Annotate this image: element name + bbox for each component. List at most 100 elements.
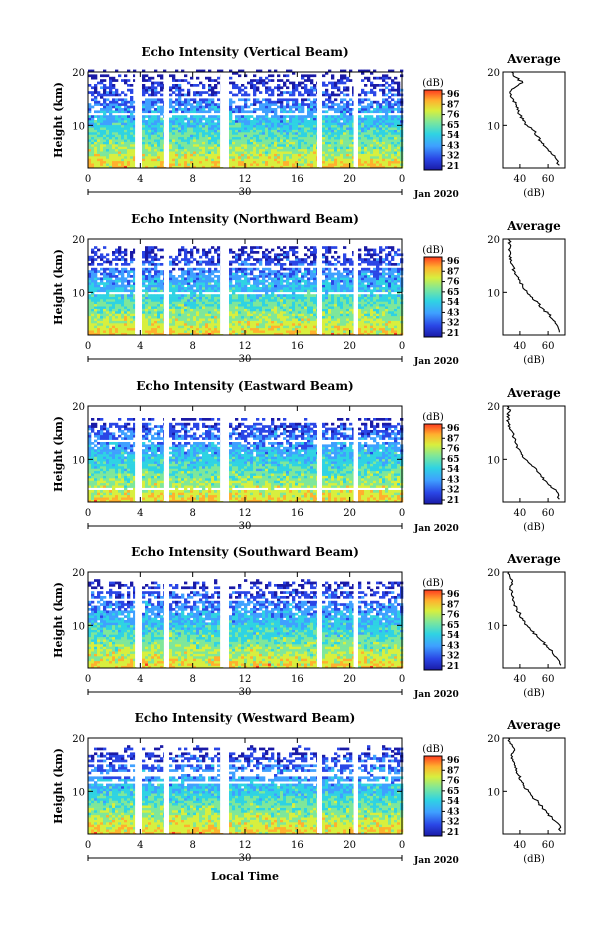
- heatmap-cell: [202, 323, 206, 326]
- heatmap-cell: [301, 81, 305, 85]
- heatmap-cell: [286, 98, 290, 102]
- heatmap-cell: [160, 318, 164, 321]
- heatmap-cell: [115, 296, 119, 300]
- heatmap-cell: [148, 151, 152, 154]
- heatmap-cell: [193, 299, 197, 302]
- heatmap-cell: [280, 301, 284, 305]
- heatmap-cell: [247, 115, 251, 118]
- heatmap-cell: [361, 306, 365, 309]
- heatmap-cell: [325, 141, 329, 145]
- heatmap-cell: [307, 330, 311, 333]
- heatmap-cell: [256, 165, 260, 169]
- heatmap-cell: [313, 313, 317, 317]
- heatmap-cell: [211, 79, 215, 82]
- heatmap-cell: [202, 91, 206, 94]
- heatmap-cell: [169, 132, 173, 135]
- heatmap-cell: [211, 156, 215, 159]
- heatmap-cell: [268, 320, 272, 324]
- heatmap-cell: [190, 296, 194, 300]
- heatmap-cell: [328, 108, 332, 111]
- heatmap-cell: [178, 88, 182, 92]
- heatmap-cell: [172, 74, 176, 78]
- heatmap-cell: [307, 136, 311, 140]
- heatmap-cell: [115, 289, 119, 293]
- heatmap-cell: [301, 325, 305, 329]
- heatmap-cell: [178, 160, 182, 164]
- heatmap-cell: [313, 320, 317, 324]
- heatmap-cell: [100, 330, 104, 333]
- heatmap-cell: [157, 115, 161, 118]
- heatmap-cell: [154, 110, 158, 114]
- heatmap-cell: [154, 294, 158, 297]
- heatmap-cell: [268, 311, 272, 314]
- heatmap-cell: [274, 325, 278, 329]
- heatmap-cell: [88, 318, 92, 321]
- heatmap-cell: [283, 115, 287, 118]
- heatmap-cell: [214, 153, 218, 157]
- heatmap-cell: [349, 112, 353, 116]
- heatmap-cell: [256, 289, 260, 293]
- heatmap-cell: [148, 294, 152, 297]
- heatmap-cell: [121, 318, 125, 321]
- heatmap-cell: [361, 289, 365, 293]
- heatmap-cell: [121, 122, 125, 126]
- heatmap-cell: [244, 86, 248, 90]
- heatmap-cell: [307, 115, 311, 118]
- heatmap-cell: [364, 110, 368, 114]
- heatmap-cell: [256, 129, 260, 133]
- heatmap-cell: [295, 323, 299, 326]
- heatmap-cell: [271, 129, 275, 133]
- heatmap-cell: [124, 165, 128, 169]
- heatmap-cell: [259, 129, 263, 133]
- heatmap-cell: [340, 139, 344, 142]
- heatmap-cell: [124, 323, 128, 326]
- heatmap-cell: [118, 308, 122, 312]
- heatmap-cell: [346, 296, 350, 300]
- heatmap-cell: [349, 318, 353, 321]
- heatmap-cell: [301, 76, 305, 80]
- heatmap-cell: [337, 141, 341, 145]
- heatmap-cell: [208, 287, 212, 290]
- heatmap-cell: [208, 306, 212, 309]
- heatmap-cell: [196, 156, 200, 159]
- heatmap-cell: [322, 124, 326, 128]
- heatmap-cell: [277, 86, 281, 90]
- heatmap-cell: [151, 148, 155, 152]
- heatmap-cell: [382, 294, 386, 297]
- heatmap-cell: [196, 296, 200, 300]
- heatmap-cell: [283, 124, 287, 128]
- heatmap-cell: [178, 318, 182, 321]
- heatmap-cell: [160, 84, 164, 87]
- heatmap-cell: [232, 323, 236, 326]
- heatmap-cell: [97, 146, 101, 150]
- heatmap-cell: [370, 141, 374, 145]
- data-gap: [316, 73, 321, 167]
- heatmap-cell: [148, 141, 152, 145]
- x-tick-label: 0: [399, 174, 405, 185]
- heatmap-cell: [181, 69, 185, 73]
- heatmap-cell: [145, 108, 149, 111]
- heatmap-cell: [181, 103, 185, 106]
- heatmap-cell: [343, 76, 347, 80]
- heatmap-cell: [214, 115, 218, 118]
- heatmap-cell: [196, 91, 200, 94]
- heatmap-cell: [121, 313, 125, 317]
- heatmap-cell: [154, 287, 158, 290]
- heatmap-cell: [388, 122, 392, 126]
- heatmap-cell: [151, 287, 155, 290]
- heatmap-cell: [187, 165, 191, 169]
- heatmap-cell: [97, 294, 101, 297]
- heatmap-cell: [331, 299, 335, 302]
- heatmap-cell: [346, 120, 350, 123]
- heatmap-cell: [247, 294, 251, 297]
- heatmap-cell: [88, 313, 92, 317]
- heatmap-cell: [190, 289, 194, 293]
- heatmap-cell: [334, 148, 338, 152]
- heatmap-cell: [106, 91, 110, 94]
- heatmap-cell: [325, 98, 329, 102]
- heatmap-cell: [205, 103, 209, 106]
- heatmap-cell: [265, 124, 269, 128]
- heatmap-cell: [283, 110, 287, 114]
- heatmap-cell: [148, 76, 152, 80]
- heatmap-cell: [274, 129, 278, 133]
